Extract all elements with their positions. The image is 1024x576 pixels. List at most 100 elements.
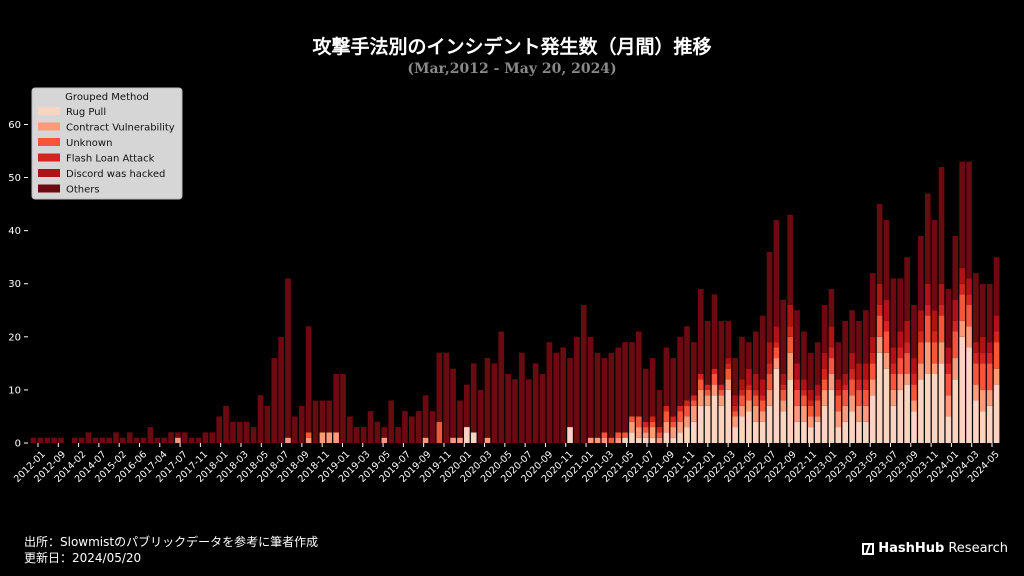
bar-segment-flash-loan-attack bbox=[814, 395, 821, 401]
bar-segment-flash-loan-attack bbox=[986, 352, 993, 364]
bar-segment-others bbox=[285, 278, 291, 438]
bar-segment-others bbox=[532, 363, 539, 443]
bar-segment-unknown bbox=[904, 352, 910, 374]
bar-segment-contract-vulnerability bbox=[924, 342, 931, 374]
bar-segment-others bbox=[649, 358, 656, 417]
bar-segment-discord-was-hacked bbox=[856, 363, 862, 380]
bar-segment-flash-loan-attack bbox=[904, 342, 910, 353]
y-tick-label: 60 bbox=[8, 120, 21, 131]
bar-segment-others bbox=[360, 427, 367, 443]
bar-segment-unknown bbox=[814, 400, 821, 417]
bar-segment-flash-loan-attack bbox=[966, 294, 972, 305]
bar-segment-others bbox=[147, 427, 154, 443]
bar-segment-flash-loan-attack bbox=[697, 373, 704, 380]
bar-segment-contract-vulnerability bbox=[918, 363, 924, 380]
brand-name-bold: HashHub bbox=[878, 541, 945, 556]
bar-segment-unknown bbox=[670, 421, 677, 428]
bar-segment-rug-pull bbox=[821, 405, 828, 443]
bar-segment-others bbox=[601, 358, 608, 433]
bar-segment-unknown bbox=[711, 373, 718, 385]
bar-segment-others bbox=[801, 331, 807, 380]
bar-segment-contract-vulnerability bbox=[794, 405, 800, 422]
bar-segment-others bbox=[718, 320, 725, 385]
bar-segment-others bbox=[333, 373, 339, 433]
bar-segment-unknown bbox=[938, 315, 945, 343]
bar-segment-others bbox=[257, 395, 264, 443]
bar-segment-unknown bbox=[787, 336, 793, 353]
bar-segment-discord-was-hacked bbox=[759, 379, 766, 396]
y-tick-label: 30 bbox=[8, 279, 21, 290]
y-axis: 0 10 20 30 40 50 60 bbox=[8, 120, 28, 450]
bar-segment-rug-pull bbox=[684, 427, 690, 443]
bar-segment-unknown bbox=[876, 315, 883, 337]
bar-segment-rug-pull bbox=[808, 427, 814, 443]
bar-segment-unknown bbox=[821, 379, 828, 390]
bar-segment-others bbox=[195, 437, 202, 443]
bar-segment-unknown bbox=[773, 347, 780, 359]
bar-segment-rug-pull bbox=[711, 395, 718, 443]
source-note: 出所：Slowmistのパブリックデータを参考に筆者作成 bbox=[24, 535, 319, 549]
bar-segment-flash-loan-attack bbox=[752, 389, 759, 396]
bar-segment-others bbox=[869, 273, 876, 337]
bar-segment-flash-loan-attack bbox=[808, 400, 814, 406]
bar-segment-rug-pull bbox=[649, 437, 656, 443]
legend-swatch-flash-loan-attack bbox=[38, 153, 60, 162]
bar-segment-others bbox=[230, 421, 236, 443]
bar-segment-others bbox=[464, 384, 470, 428]
bar-segment-rug-pull bbox=[704, 405, 711, 443]
bar-segment-others bbox=[863, 310, 869, 364]
bar-segment-rug-pull bbox=[622, 437, 628, 443]
bar-segment-discord-was-hacked bbox=[814, 384, 821, 396]
bar-segment-contract-vulnerability bbox=[594, 437, 601, 443]
bar-segment-others bbox=[752, 331, 759, 374]
bar-segment-discord-was-hacked bbox=[808, 389, 814, 401]
bar-segment-contract-vulnerability bbox=[333, 432, 339, 443]
bar-segment-rug-pull bbox=[697, 405, 704, 443]
bar-segment-unknown bbox=[656, 432, 663, 438]
bar-segment-others bbox=[608, 352, 615, 438]
bar-segment-others bbox=[292, 416, 298, 443]
bar-segment-discord-was-hacked bbox=[849, 352, 855, 369]
bar-segment-flash-loan-attack bbox=[959, 283, 965, 295]
bar-segment-flash-loan-attack bbox=[911, 373, 917, 385]
bar-segment-contract-vulnerability bbox=[484, 437, 491, 443]
bar-segment-contract-vulnerability bbox=[931, 363, 938, 374]
bar-segment-rug-pull bbox=[567, 427, 573, 443]
bar-segment-others bbox=[567, 358, 573, 428]
bar-segment-others bbox=[188, 437, 195, 443]
bar-segment-flash-loan-attack bbox=[718, 384, 725, 390]
updated-date: 更新日：2024/05/20 bbox=[24, 551, 142, 565]
bar-segment-discord-was-hacked bbox=[876, 283, 883, 305]
bar-segment-others bbox=[202, 432, 209, 443]
bar-segment-rug-pull bbox=[931, 373, 938, 443]
bar-segment-rug-pull bbox=[959, 336, 965, 443]
bar-segment-discord-was-hacked bbox=[945, 347, 952, 364]
bar-segment-others bbox=[223, 405, 229, 443]
bar-segment-contract-vulnerability bbox=[945, 395, 952, 417]
chart-subtitle: (Mar,2012 - May 20, 2024) bbox=[407, 61, 617, 77]
bar-segment-others bbox=[849, 310, 855, 353]
bar-segment-others bbox=[443, 352, 450, 443]
bar-segment-unknown bbox=[663, 411, 670, 422]
bar-segment-unknown bbox=[794, 389, 800, 406]
bar-segment-flash-loan-attack bbox=[897, 347, 904, 359]
bar-segment-contract-vulnerability bbox=[835, 411, 842, 428]
bar-segment-others bbox=[133, 437, 140, 443]
bar-segment-flash-loan-attack bbox=[759, 395, 766, 401]
bar-segment-others bbox=[250, 427, 257, 443]
bar-segment-contract-vulnerability bbox=[615, 437, 622, 443]
bar-segment-rug-pull bbox=[752, 421, 759, 443]
bar-segment-contract-vulnerability bbox=[684, 416, 690, 428]
bar-segment-flash-loan-attack bbox=[876, 304, 883, 316]
bar-segment-others bbox=[78, 437, 85, 443]
legend-label-others: Others bbox=[66, 185, 100, 196]
bar-segment-others bbox=[415, 411, 422, 443]
bar-segment-contract-vulnerability bbox=[952, 358, 959, 380]
bar-segment-others bbox=[209, 432, 216, 443]
bar-segment-discord-was-hacked bbox=[973, 342, 979, 353]
bar-segment-others bbox=[553, 352, 560, 443]
bar-segment-discord-was-hacked bbox=[752, 373, 759, 390]
bar-segment-discord-was-hacked bbox=[986, 342, 993, 353]
bar-segment-others bbox=[237, 421, 243, 443]
bar-segment-discord-was-hacked bbox=[952, 299, 959, 321]
